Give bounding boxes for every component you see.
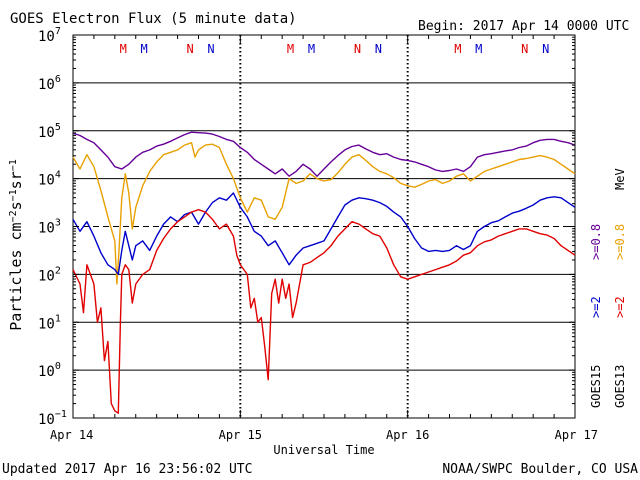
begin-time: Begin: 2017 Apr 14 0000 UTC [418, 19, 629, 34]
chart-title: GOES Electron Flux (5 minute data) [10, 11, 297, 27]
event-marker: M [287, 42, 294, 56]
legend-entry: >=2 [613, 296, 627, 318]
y-tick-label: 104 [38, 170, 61, 189]
event-marker: M [475, 42, 482, 56]
data-source: NOAA/SWPC Boulder, CO USA [442, 462, 638, 477]
event-marker: N [187, 42, 194, 56]
x-tick-label: Apr 16 [386, 428, 429, 442]
updated-time: Updated 2017 Apr 16 23:56:02 UTC [2, 462, 252, 477]
legend-entry: >=0.8 [613, 224, 627, 260]
x-tick-label: Apr 15 [219, 428, 262, 442]
event-marker: N [354, 42, 361, 56]
event-marker: N [375, 42, 382, 56]
series-lines [72, 131, 576, 414]
event-marker: M [454, 42, 461, 56]
y-tick-label: 10−1 [38, 409, 67, 428]
event-marker: M [140, 42, 147, 56]
y-tick-label: 102 [38, 265, 61, 284]
event-marker: N [207, 42, 214, 56]
x-tick-label: Apr 17 [555, 428, 598, 442]
event-marker: N [542, 42, 549, 56]
grid-lines [73, 82, 575, 371]
x-axis-label: Universal Time [273, 443, 374, 457]
y-tick-label: 106 [38, 74, 61, 93]
x-axis-ticks: Apr 14 Apr 15 Apr 16 Apr 17 [50, 35, 598, 442]
event-marker: M [308, 42, 315, 56]
y-tick-label: 100 [38, 361, 61, 380]
series-line-2 [72, 192, 576, 276]
series-line-0 [72, 131, 576, 177]
y-tick-label: 101 [38, 313, 61, 332]
series-line-3 [72, 209, 576, 414]
legend: GOES15 >=2 >=0.8 GOES13 >=2 >=0.8 MeV [589, 168, 627, 408]
y-axis-label: Particles cm−2s−1sr−1 [7, 159, 25, 331]
event-marker: M [120, 42, 127, 56]
y-tick-label: 105 [38, 122, 61, 141]
y-tick-label: 103 [38, 218, 61, 237]
legend-satellite: GOES15 [589, 365, 603, 408]
legend-satellite: GOES13 [613, 365, 627, 408]
legend-unit: MeV [613, 168, 627, 190]
y-tick-label: 107 [38, 26, 61, 45]
event-marker: N [521, 42, 528, 56]
series-line-1 [72, 142, 576, 285]
x-tick-label: Apr 14 [50, 428, 93, 442]
legend-entry: >=2 [589, 296, 603, 318]
legend-entry: >=0.8 [589, 224, 603, 260]
